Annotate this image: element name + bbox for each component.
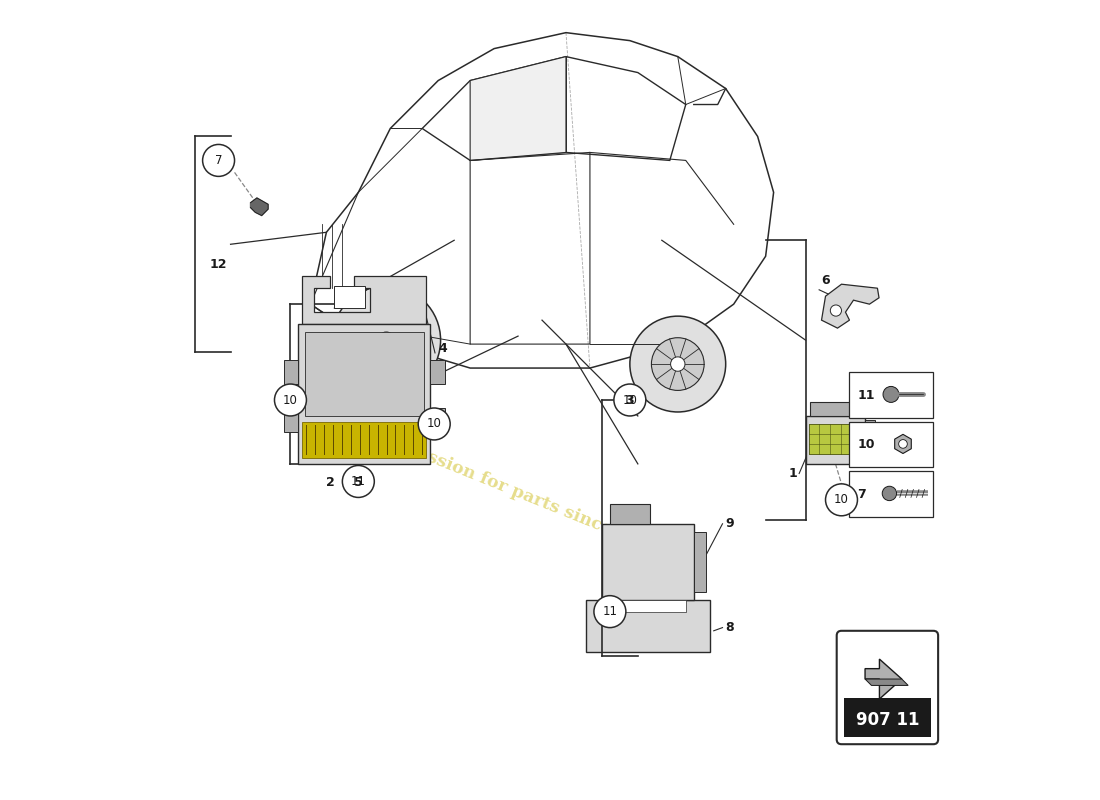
Circle shape [378, 332, 395, 348]
Text: 10: 10 [427, 418, 441, 430]
Bar [430, 360, 444, 384]
Polygon shape [251, 198, 268, 215]
Bar [866, 420, 874, 460]
Bar [609, 504, 650, 524]
Polygon shape [865, 679, 909, 686]
Bar [844, 698, 931, 737]
Text: 2: 2 [326, 476, 334, 489]
Text: 3: 3 [626, 394, 635, 406]
Bar [602, 524, 694, 600]
Polygon shape [422, 57, 685, 161]
Text: 7: 7 [858, 488, 866, 501]
FancyBboxPatch shape [837, 630, 938, 744]
Bar [805, 416, 866, 464]
Circle shape [614, 384, 646, 416]
Text: 11: 11 [603, 605, 617, 618]
Bar [808, 424, 862, 454]
Circle shape [883, 386, 899, 402]
Circle shape [630, 316, 726, 412]
Text: 7: 7 [214, 154, 222, 167]
Circle shape [899, 440, 907, 448]
Bar [586, 600, 710, 651]
Polygon shape [894, 434, 911, 454]
Circle shape [671, 357, 685, 371]
Circle shape [342, 466, 374, 498]
Text: 9: 9 [726, 518, 735, 530]
Polygon shape [470, 57, 566, 161]
Bar [609, 600, 685, 612]
Bar [334, 286, 365, 308]
Bar [694, 532, 706, 592]
Text: a passion for parts since 1965: a passion for parts since 1965 [387, 433, 666, 558]
Polygon shape [302, 276, 426, 324]
Circle shape [830, 305, 842, 316]
Text: 11: 11 [351, 475, 366, 488]
Text: 6: 6 [822, 274, 829, 286]
Polygon shape [865, 659, 902, 699]
Circle shape [418, 408, 450, 440]
Text: 10: 10 [623, 394, 637, 406]
Bar [849, 372, 933, 418]
Circle shape [275, 384, 307, 416]
Polygon shape [310, 33, 773, 368]
Text: 11: 11 [858, 389, 874, 402]
Text: 5: 5 [354, 476, 363, 489]
Bar [302, 422, 426, 458]
Bar [849, 471, 933, 517]
Text: 10: 10 [858, 438, 874, 451]
Text: 10: 10 [834, 494, 849, 506]
Text: 8: 8 [726, 621, 735, 634]
Bar [298, 324, 430, 464]
Text: 4: 4 [438, 342, 447, 354]
Bar [284, 408, 298, 432]
Text: 907 11: 907 11 [856, 710, 920, 729]
Text: 1: 1 [789, 467, 797, 480]
Circle shape [594, 596, 626, 628]
Text: euro
spares: euro spares [430, 190, 702, 338]
Circle shape [882, 486, 896, 501]
Polygon shape [822, 284, 879, 328]
Bar [430, 408, 444, 432]
Bar [849, 422, 933, 467]
Circle shape [356, 310, 416, 370]
Text: 10: 10 [283, 394, 298, 406]
Circle shape [651, 338, 704, 390]
Text: 12: 12 [210, 258, 228, 270]
Circle shape [332, 286, 441, 394]
Bar [810, 402, 861, 416]
Circle shape [825, 484, 858, 516]
Circle shape [202, 145, 234, 176]
Bar [284, 360, 298, 384]
Bar [305, 332, 424, 416]
